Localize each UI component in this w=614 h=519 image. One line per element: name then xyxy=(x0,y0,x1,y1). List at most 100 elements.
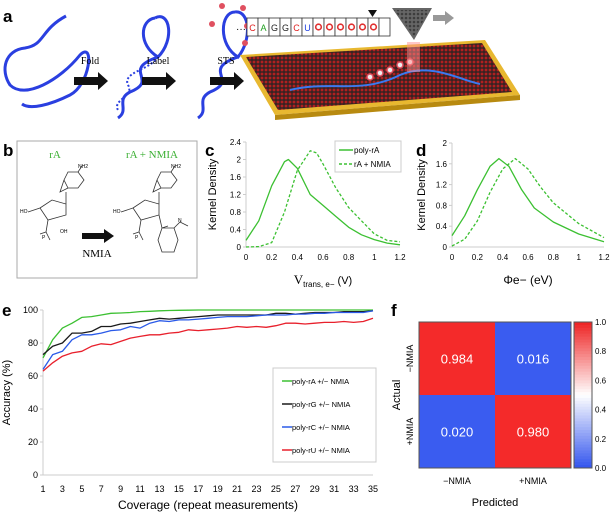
colorbar-segment xyxy=(574,465,592,469)
nmia-label-icon xyxy=(325,23,334,31)
sequence-ellipsis: ··· xyxy=(236,24,246,35)
y-tick-label: 80 xyxy=(28,338,38,348)
colorbar-segment xyxy=(574,403,592,408)
x-tick-label: 9 xyxy=(118,484,123,494)
colorbar-segment xyxy=(574,362,592,367)
sequence-letter: C xyxy=(249,23,256,33)
series-line-0 xyxy=(245,158,401,246)
step-arrow xyxy=(142,72,176,90)
panel-label-d: d xyxy=(416,141,426,160)
y-tick-label: 100 xyxy=(23,305,38,315)
y-tick-label: 40 xyxy=(28,404,38,414)
x-category-label: −NMIA xyxy=(443,476,471,486)
tunneling-beam xyxy=(407,42,420,72)
x-tick-label: 0.2 xyxy=(266,253,278,262)
colorbar-segment xyxy=(574,389,592,393)
nmia-label-icon xyxy=(358,23,367,31)
y-tick-label: 1.2 xyxy=(436,181,448,190)
colorbar-segment xyxy=(574,357,592,361)
panel-a-schematic: Fold Label STS ··· C A G G C U xyxy=(3,3,520,120)
labeled-rna-strand xyxy=(197,10,249,120)
x-axis-label: Φe− (eV) xyxy=(503,273,552,287)
colorbar-segment xyxy=(574,327,592,332)
rna-on-surface xyxy=(289,69,481,91)
sequence-cell xyxy=(323,17,336,37)
gold-substrate-edge xyxy=(275,95,520,120)
colorbar-segment xyxy=(574,345,592,349)
y-axis-label: Accuracy (%) xyxy=(1,360,13,425)
y-tick-label: 1.2 xyxy=(230,191,242,200)
x-tick-label: 15 xyxy=(174,484,184,494)
folded-rna-strand xyxy=(117,15,171,120)
colorbar-segment xyxy=(574,392,592,396)
y-category-label: −NMIA xyxy=(405,345,415,373)
x-tick-label: 0.6 xyxy=(317,253,329,262)
panel-label-a: a xyxy=(3,7,13,26)
y-tick-label: 2.4 xyxy=(230,138,242,147)
colorbar-segment xyxy=(574,397,592,402)
colorbar-segment xyxy=(574,462,592,466)
x-tick-label: 27 xyxy=(290,484,300,494)
x-axis-label: Vtrans, e− (V) xyxy=(294,272,352,289)
y-tick-label: 0.4 xyxy=(436,222,448,231)
x-tick-label: 0 xyxy=(244,253,249,262)
left-title: rA xyxy=(49,149,61,161)
colorbar-segment xyxy=(574,456,592,460)
x-tick-label: 0.4 xyxy=(497,253,509,262)
sequence-cell xyxy=(345,17,358,37)
colorbar-segment xyxy=(574,342,592,346)
sequence-cell xyxy=(367,17,380,37)
panel-label-e: e xyxy=(2,301,11,320)
legend-label: poly-rA xyxy=(354,146,380,155)
legend-label: poly-rG +/− NMIA xyxy=(292,400,350,409)
colorbar-segment xyxy=(574,365,592,370)
colorbar-segment xyxy=(574,450,592,454)
colorbar-tick-label: 0.8 xyxy=(595,347,607,356)
colorbar-segment xyxy=(574,368,592,373)
colorbar-segment xyxy=(574,400,592,405)
atom-p-left: P xyxy=(42,235,46,241)
colorbar-segment xyxy=(574,441,592,446)
y-tick-label: 0.8 xyxy=(230,208,242,217)
legend-label: rA + NMIA xyxy=(354,160,391,169)
series-line-1 xyxy=(245,150,401,248)
series-line-1 xyxy=(451,157,605,247)
x-tick-label: 1.2 xyxy=(598,253,610,262)
panel-label-b: b xyxy=(3,141,13,160)
series-line-3 xyxy=(42,317,374,372)
colorbar-segment xyxy=(574,418,592,422)
x-tick-label: 7 xyxy=(99,484,104,494)
heatmap-cell xyxy=(419,322,495,395)
x-tick-label: 1 xyxy=(576,253,581,262)
chemistry-box xyxy=(16,140,198,279)
atom-nh2-left: NH2 xyxy=(78,164,88,170)
colorbar-segment xyxy=(574,444,592,449)
y-tick-label: 0 xyxy=(33,470,38,480)
step-label: STS xyxy=(217,56,234,67)
colorbar-segment xyxy=(574,415,592,419)
x-tick-label: 29 xyxy=(310,484,320,494)
colorbar-segment xyxy=(574,324,592,329)
y-tick-label: 20 xyxy=(28,437,38,447)
x-category-label: +NMIA xyxy=(519,476,547,486)
atom-ho-right: HO xyxy=(113,209,121,215)
legend: poly-rA +/− NMIA poly-rG +/− NMIA poly-rC … xyxy=(272,367,377,463)
y-tick-label: 2 xyxy=(237,156,242,165)
colorbar-segment xyxy=(574,339,592,343)
y-axis-label: Kernel Density xyxy=(207,158,219,230)
x-axis-label: Predicted xyxy=(472,497,518,509)
colorbar-segment xyxy=(574,438,592,443)
x-tick-label: 13 xyxy=(154,484,164,494)
panel-label-c: c xyxy=(205,141,214,160)
heatmap-cell xyxy=(495,322,571,395)
nmia-label-icon xyxy=(314,23,323,31)
colorbar-segment xyxy=(574,371,592,376)
atom-nh-right: N xyxy=(178,218,182,224)
sequence-cell xyxy=(334,17,347,37)
colorbar-segment xyxy=(574,424,592,428)
y-axis-label: Kernel Density xyxy=(416,159,428,231)
x-tick-label: 0 xyxy=(450,253,455,262)
colorbar-segment xyxy=(574,395,592,399)
y-tick-label: 60 xyxy=(28,371,38,381)
